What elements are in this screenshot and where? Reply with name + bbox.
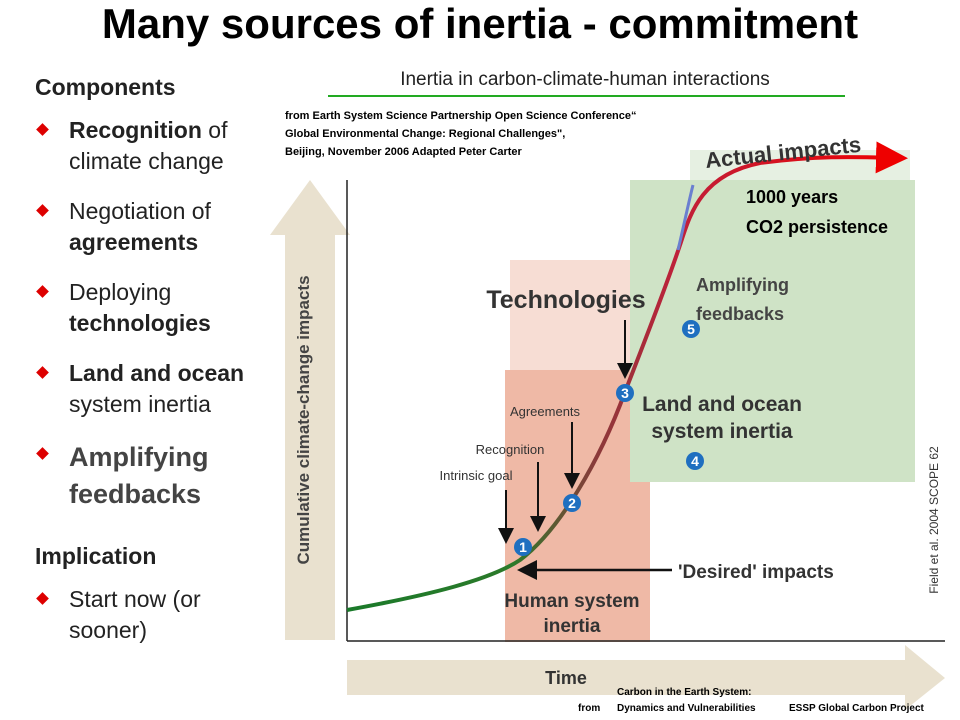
label: Intrinsic goal: [440, 468, 513, 483]
bullet: Negotiation of agreements: [35, 196, 275, 258]
bullet: Amplifying feedbacks: [35, 439, 275, 513]
bullet: Recognition of climate change: [35, 115, 275, 177]
text: Amplifying: [69, 442, 209, 472]
marker-circle: [616, 384, 634, 402]
label: inertia: [543, 616, 600, 637]
text: technologies: [69, 310, 211, 336]
y-axis-label: Cumulative climate-change impacts: [294, 275, 313, 564]
footer: Carbon in the Earth System:: [617, 687, 751, 698]
marker-circle: [682, 320, 700, 338]
footer: from: [578, 703, 600, 714]
text: Deploying: [69, 279, 172, 305]
diagram-title: Inertia in carbon-climate-human interact…: [400, 69, 770, 90]
bullet: Land and ocean system inertia: [35, 358, 275, 420]
text: Negotiation of: [69, 198, 211, 224]
footer: Dynamics and Vulnerabilities: [617, 703, 756, 714]
upper-curve: [676, 184, 695, 251]
source: Beijing, November 2006 Adapted Peter Car…: [285, 146, 523, 158]
label: Agreements: [510, 404, 581, 419]
marker-number: 4: [691, 453, 699, 469]
label: 1000 years: [746, 187, 838, 207]
label: Recognition: [476, 442, 545, 457]
bullet: Start now (or sooner): [35, 584, 275, 646]
slide-title: Many sources of inertia - commitment: [101, 0, 859, 47]
footer: ESSP Global Carbon Project: [789, 703, 925, 714]
text: Start now (or: [69, 586, 201, 612]
text: sooner): [69, 617, 147, 643]
label: 'Desired' impacts: [678, 562, 834, 583]
marker-number: 5: [687, 321, 695, 337]
label: system inertia: [651, 420, 793, 443]
citation: Field et al. 2004 SCOPE 62: [927, 446, 941, 594]
marker-number: 3: [621, 385, 629, 401]
shade: [510, 260, 640, 380]
label: Land and ocean: [642, 393, 802, 416]
source: Global Environmental Change: Regional Ch…: [285, 128, 565, 140]
label: Technologies: [486, 286, 645, 314]
label: feedbacks: [696, 304, 784, 324]
marker-number: 1: [519, 539, 527, 555]
text: climate change: [69, 148, 224, 174]
x-arrow: [347, 645, 945, 710]
marker-circle: [686, 452, 704, 470]
marker-circle: [514, 538, 532, 556]
text: agreements: [69, 229, 199, 255]
label: CO2 persistence: [746, 217, 888, 237]
text: of: [201, 117, 228, 143]
x-axis-label: Time: [545, 668, 587, 688]
source: from Earth System Science Partnership Op…: [285, 110, 637, 122]
text: system inertia: [69, 391, 211, 417]
label: Amplifying: [696, 275, 789, 295]
heading: Components: [35, 74, 176, 100]
left-panel: Components Recognition of climate change …: [35, 74, 275, 665]
text: feedbacks: [69, 479, 202, 509]
label: Human system: [504, 591, 639, 612]
impact-curve: [346, 141, 908, 612]
bullet: Deploying technologies: [35, 277, 275, 339]
y-arrow: [270, 180, 350, 640]
heading: Implication: [35, 543, 157, 569]
text: Recognition: [69, 117, 202, 143]
text: Land and ocean: [69, 360, 245, 386]
markers: 1 2 3 4 5: [514, 320, 704, 556]
marker-circle: [563, 494, 581, 512]
shade: [630, 180, 915, 482]
marker-number: 2: [568, 495, 576, 511]
